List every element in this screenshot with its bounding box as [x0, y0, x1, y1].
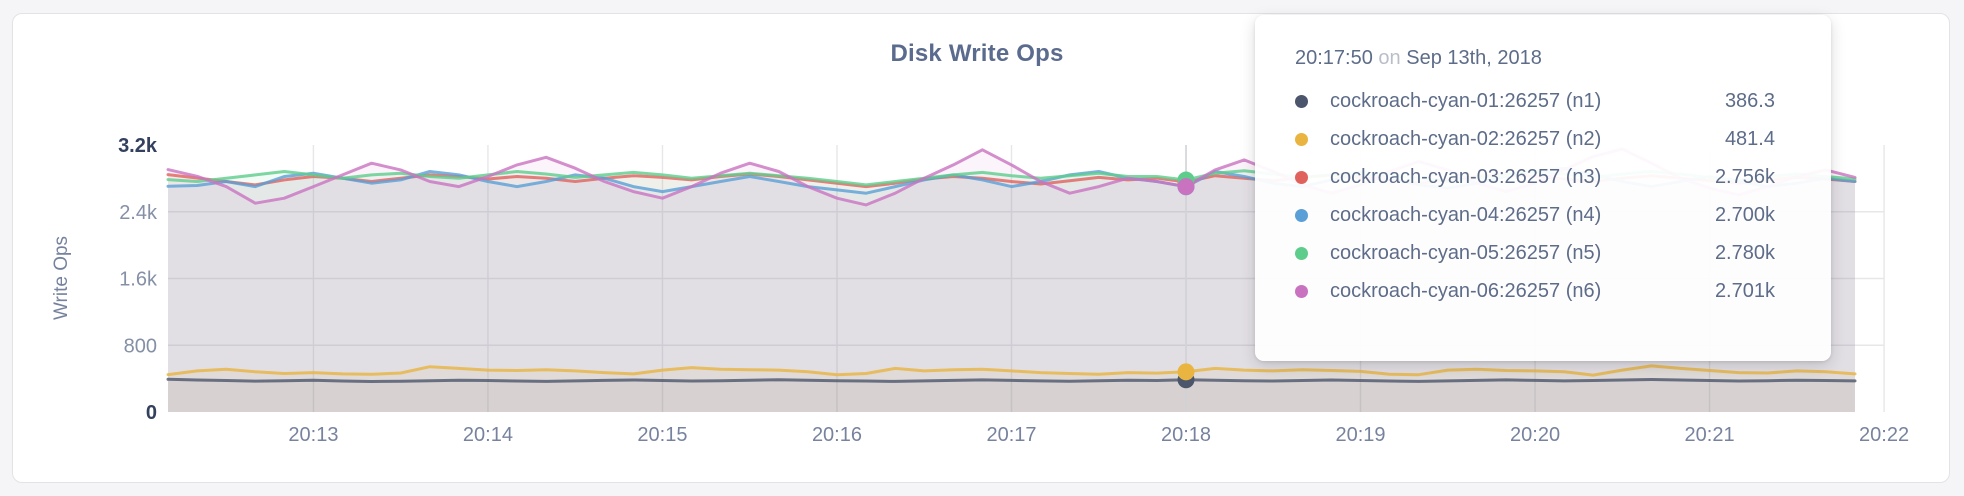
series-value: 2.701k: [1714, 279, 1775, 302]
tooltip-series-row: cockroach-cyan-02:26257 (n2) 481.4: [1295, 120, 1775, 158]
series-line-n2: [166, 364, 1857, 377]
x-tick-label: 20:20: [1510, 424, 1560, 446]
series-label: cockroach-cyan-04:26257 (n4): [1330, 203, 1602, 226]
x-tick-label: 20:22: [1859, 424, 1909, 446]
series-label: cockroach-cyan-05:26257 (n5): [1330, 241, 1602, 264]
series-label: cockroach-cyan-03:26257 (n3): [1330, 165, 1602, 188]
tooltip-series-row: cockroach-cyan-06:26257 (n6) 2.701k: [1295, 272, 1775, 310]
y-tick-label: 0: [146, 402, 157, 424]
x-tick-label: 20:19: [1336, 424, 1386, 446]
y-tick-label: 1.6k: [119, 269, 158, 291]
x-tick-label: 20:21: [1685, 424, 1735, 446]
y-tick-label: 2.4k: [119, 202, 158, 224]
series-color-dot: [1295, 284, 1308, 298]
x-tick-label: 20:17: [986, 424, 1036, 446]
hover-tooltip: 20:17:50 on Sep 13th, 2018 cockroach-cya…: [1255, 15, 1831, 361]
series-value: 2.780k: [1714, 241, 1775, 264]
tooltip-time: 20:17:50: [1295, 47, 1373, 69]
hover-point-dot-n2: [1177, 363, 1195, 381]
series-line-n1: [166, 377, 1857, 383]
y-tick-label: 800: [124, 335, 157, 357]
x-tick-label: 20:15: [637, 424, 687, 446]
series-color-dot: [1295, 94, 1308, 108]
tooltip-series-list: cockroach-cyan-01:26257 (n1) 386.3 cockroa…: [1295, 82, 1775, 310]
chart-title: Disk Write Ops: [890, 40, 1064, 67]
series-area-n1: [168, 379, 1855, 412]
series-value: 386.3: [1724, 89, 1775, 112]
x-tick-label: 20:13: [288, 424, 338, 446]
tooltip-series-row: cockroach-cyan-03:26257 (n3) 2.756k: [1295, 158, 1775, 196]
tooltip-series-row: cockroach-cyan-01:26257 (n1) 386.3: [1295, 82, 1775, 120]
tooltip-connector: on: [1378, 47, 1401, 69]
y-tick-label: 3.2k: [118, 135, 158, 157]
x-tick-label: 20:14: [463, 424, 513, 446]
series-color-dot: [1295, 170, 1308, 184]
tooltip-date: Sep 13th, 2018: [1406, 47, 1542, 69]
tooltip-series-row: cockroach-cyan-05:26257 (n5) 2.780k: [1295, 234, 1775, 272]
hover-point-dot-n6: [1177, 178, 1195, 196]
series-value: 2.756k: [1714, 165, 1775, 188]
series-label: cockroach-cyan-01:26257 (n1): [1330, 89, 1602, 112]
series-value: 2.700k: [1714, 203, 1775, 226]
x-tick-label: 20:16: [812, 424, 862, 446]
series-value: 481.4: [1724, 127, 1775, 150]
series-label: cockroach-cyan-02:26257 (n2): [1330, 127, 1602, 150]
x-tick-label: 20:18: [1161, 424, 1211, 446]
series-color-dot: [1295, 246, 1308, 260]
tooltip-series-row: cockroach-cyan-04:26257 (n4) 2.700k: [1295, 196, 1775, 234]
series-color-dot: [1295, 132, 1308, 146]
series-label: cockroach-cyan-06:26257 (n6): [1330, 279, 1602, 302]
series-area-n2: [168, 365, 1855, 412]
tooltip-header: 20:17:50 on Sep 13th, 2018: [1295, 47, 1775, 70]
series-color-dot: [1295, 208, 1308, 222]
